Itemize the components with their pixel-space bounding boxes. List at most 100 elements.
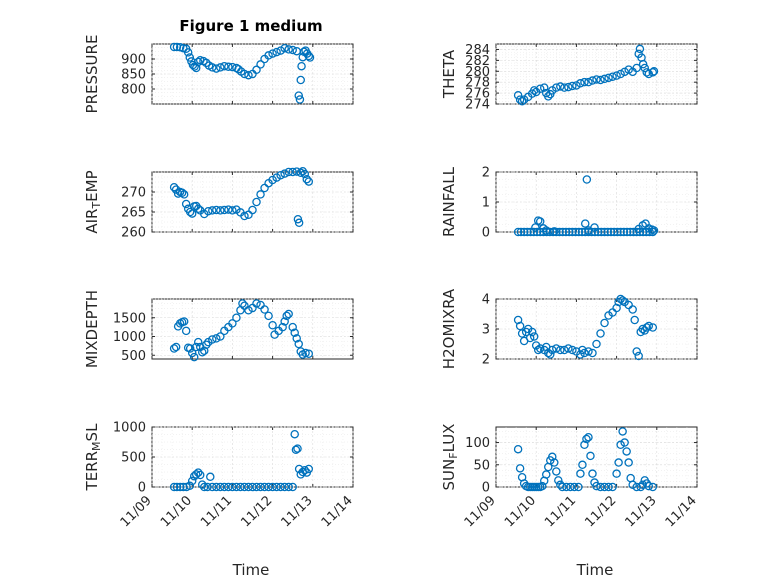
- y-axis-label: THETA: [440, 49, 458, 99]
- data-point: [515, 321, 525, 331]
- data-point: [634, 351, 643, 361]
- data-point: [584, 432, 593, 442]
- data-point: [619, 227, 629, 237]
- y-axis-label-part: H2OMIXRA: [440, 288, 458, 369]
- data-point: [197, 347, 207, 357]
- data-point: [208, 206, 217, 215]
- data-point: [596, 482, 605, 492]
- y-axis-label: SUNFLUX: [440, 424, 460, 491]
- data-point: [288, 167, 297, 177]
- data-point: [513, 444, 523, 454]
- data-point: [600, 318, 609, 328]
- data-point: [278, 322, 287, 332]
- data-point: [260, 482, 269, 492]
- y-axis-label-part: SL: [83, 423, 101, 442]
- data-point: [620, 438, 629, 447]
- data-point: [300, 465, 310, 475]
- y-tick-label: 4: [482, 293, 490, 308]
- y-tick-label: 260: [121, 226, 146, 241]
- data-point: [256, 60, 265, 69]
- data-point: [537, 481, 547, 491]
- data-point: [173, 189, 183, 198]
- data-point: [272, 47, 281, 57]
- data-point: [561, 227, 571, 237]
- data-point: [282, 311, 291, 321]
- data-point: [600, 482, 609, 492]
- data-point: [558, 227, 567, 237]
- data-point: [288, 45, 297, 55]
- data-point: [284, 167, 293, 177]
- y-tick-label: 2: [482, 166, 490, 181]
- data-point: [296, 75, 305, 85]
- data-point: [638, 59, 648, 69]
- data-point: [515, 464, 525, 473]
- data-point: [632, 63, 641, 73]
- data-point: [240, 482, 249, 492]
- y-tick-label: 1000: [113, 421, 146, 436]
- data-point: [185, 344, 195, 353]
- data-point: [169, 344, 179, 353]
- data-point: [187, 348, 197, 358]
- y-axis-label-subscript: T: [90, 202, 103, 210]
- data-point: [580, 348, 589, 358]
- data-point: [609, 227, 619, 237]
- data-point: [648, 323, 658, 332]
- data-point: [228, 206, 237, 215]
- x-tick-label: 11/13: [623, 493, 660, 530]
- x-tick-label: 11/13: [279, 493, 316, 530]
- data-point: [216, 482, 225, 492]
- data-point: [644, 481, 654, 491]
- data-point: [193, 337, 203, 347]
- data-point: [181, 199, 191, 209]
- data-point: [600, 227, 609, 237]
- y-axis-label: TERRMSL: [83, 423, 103, 492]
- data-point: [260, 305, 269, 314]
- data-point: [185, 207, 195, 217]
- data-point: [288, 322, 297, 332]
- y-tick-label: 270: [121, 186, 146, 201]
- data-point: [181, 326, 191, 336]
- data-point: [622, 447, 631, 456]
- data-point: [232, 313, 241, 322]
- y-axis-label: H2OMIXRA: [440, 288, 458, 369]
- data-point: [564, 227, 574, 237]
- data-point: [193, 57, 203, 67]
- data-point: [531, 223, 540, 232]
- y-tick-label: 278: [465, 76, 490, 91]
- data-point: [550, 458, 559, 467]
- data-point: [292, 334, 301, 343]
- data-point: [564, 344, 573, 353]
- data-point: [212, 334, 221, 343]
- data-point: [290, 429, 299, 439]
- data-point: [616, 227, 625, 237]
- data-point: [636, 482, 645, 492]
- y-tick-label: 0: [138, 481, 146, 496]
- x-tick-label: 11/10: [502, 493, 539, 530]
- data-point: [169, 182, 179, 192]
- data-point: [252, 197, 261, 207]
- data-point: [169, 482, 179, 492]
- data-point: [535, 344, 545, 353]
- y-axis-label: RAINFALL: [440, 166, 458, 237]
- x-tick-label: 11/10: [158, 493, 195, 530]
- y-axis-label-part: MIXDEPTH: [83, 290, 101, 368]
- data-point: [616, 69, 625, 79]
- subplot-8: 0 50 100 11/09 11/10 11/11 11/12 11/13 11/14 SUNF…: [440, 424, 700, 531]
- y-tick-label: 280: [465, 65, 490, 80]
- data-point: [252, 299, 261, 308]
- data-point: [292, 167, 301, 176]
- data-point: [519, 227, 529, 237]
- data-point: [212, 64, 221, 73]
- data-point: [272, 482, 281, 492]
- data-point: [604, 73, 613, 83]
- data-point: [632, 347, 641, 356]
- data-point: [175, 482, 185, 492]
- data-point: [297, 61, 306, 71]
- data-point: [264, 311, 273, 321]
- data-point: [558, 482, 567, 492]
- data-point: [304, 177, 314, 186]
- y-axis-label-part: AIR: [83, 209, 101, 234]
- data-point: [177, 188, 187, 198]
- data-point: [603, 227, 613, 237]
